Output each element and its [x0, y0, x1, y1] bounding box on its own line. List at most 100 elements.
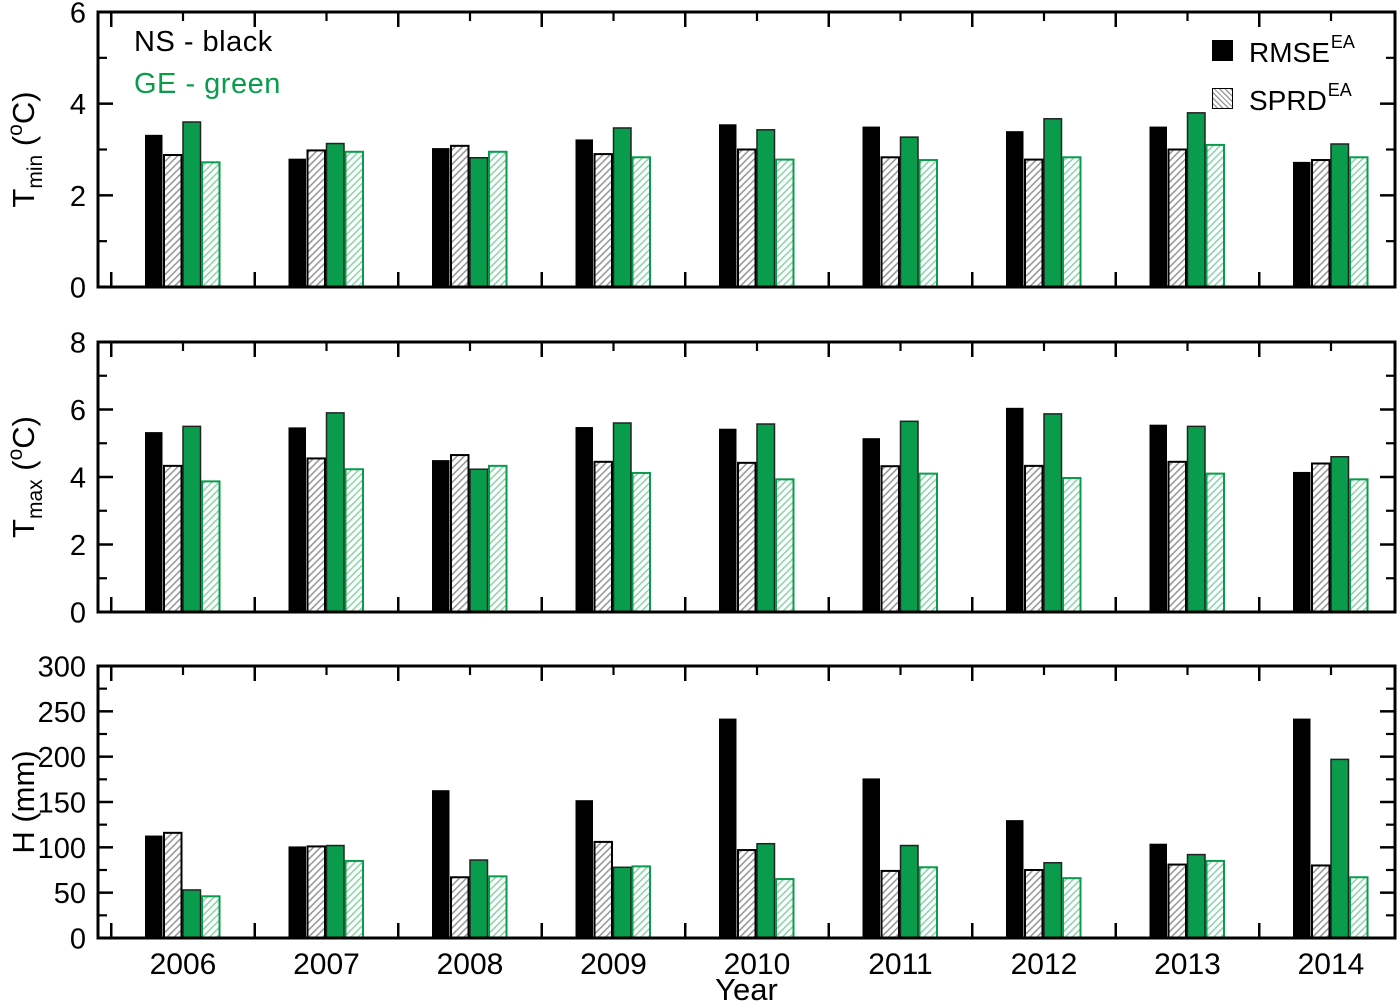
bar-ge-hatch-2012: [1062, 877, 1082, 939]
bar-ns-hatch-2008: [450, 454, 470, 613]
bar-ns-hatch-2011: [880, 869, 900, 940]
bar-ns-hatch-2013: [1167, 148, 1187, 288]
bar-ns-hatch-2009: [593, 153, 613, 288]
bar-ge-hatch-2014: [1349, 156, 1369, 288]
y-tick-label: 250: [38, 697, 86, 729]
bar-ns-solid-2007: [288, 846, 306, 938]
x-tick-label: 2012: [1011, 948, 1078, 981]
panel-Tmax: 0 2 4 6 8 Tmax (oC): [4, 327, 1397, 629]
bar-ns-hatch-2014: [1311, 462, 1331, 613]
bar-ns-hatch-2010: [737, 849, 757, 940]
bar-ns-solid-2007: [288, 427, 306, 612]
x-tick-label: 2014: [1298, 948, 1365, 981]
rmse-swatch-icon: [1212, 39, 1233, 61]
panel-Tmin: 0 2 4 6 Tmin (oC): [4, 0, 1397, 304]
panel-frame: [96, 340, 1397, 614]
bar-ns-hatch-2010: [737, 461, 757, 614]
x-tick-label: 2007: [293, 948, 360, 981]
bar-ge-hatch-2011: [918, 866, 938, 940]
bar-ge-solid-2011: [899, 420, 919, 613]
bar-ns-hatch-2011: [880, 156, 900, 288]
bar-ge-solid-2010: [756, 842, 776, 939]
y-tick-label: 2: [70, 181, 86, 213]
bar-ge-hatch-2014: [1349, 478, 1369, 613]
legend-label-rmse-sup: EA: [1330, 32, 1355, 52]
y-tick-label: 2: [70, 530, 86, 562]
y-tick-label: 6: [70, 395, 86, 427]
bar-ge-hatch-2010: [775, 878, 795, 939]
bar-ge-hatch-2006: [201, 895, 221, 939]
y-axis-title: H (mm): [6, 750, 41, 853]
bar-ge-hatch-2007: [344, 468, 364, 613]
panel-frame: [96, 10, 1397, 289]
y-tick-label: 6: [70, 0, 86, 29]
bar-ns-hatch-2007: [306, 457, 326, 613]
bar-ns-hatch-2013: [1167, 863, 1187, 939]
legend-entry-sprd: SPRDEA: [1212, 81, 1355, 115]
panel-H: 0 50 100 150 200 250 300 H (mm) 2006 2007 2008 2009…: [6, 651, 1397, 981]
y-tick-label: 200: [38, 742, 86, 774]
bar-ns-solid-2013: [1149, 126, 1167, 287]
y-tick-label: 0: [70, 272, 86, 304]
bar-ns-solid-2014: [1293, 718, 1311, 938]
bar-ge-solid-2013: [1186, 425, 1206, 613]
bar-ns-solid-2006: [145, 835, 163, 938]
bar-ge-hatch-2008: [488, 150, 508, 288]
bar-ns-hatch-2007: [306, 149, 326, 288]
y-tick-label: 50: [54, 878, 86, 910]
legend-label-rmse-text: RMSE: [1249, 37, 1330, 68]
y-tick-label: 8: [70, 327, 86, 359]
bar-ge-solid-2011: [899, 136, 919, 288]
bar-ns-solid-2008: [432, 790, 450, 938]
bar-ge-solid-2009: [612, 127, 632, 288]
annotation-ge-green: GE - green: [134, 68, 281, 100]
bar-ns-solid-2010: [719, 124, 737, 288]
bar-ns-solid-2010: [719, 428, 737, 612]
bar-ge-hatch-2013: [1205, 472, 1225, 613]
legend: RMSEEA SPRDEA: [1212, 33, 1355, 115]
bar-ge-solid-2007: [325, 142, 345, 288]
bar-ns-hatch-2014: [1311, 864, 1331, 940]
bar-ns-solid-2012: [1006, 407, 1024, 612]
bar-ge-solid-2012: [1043, 861, 1063, 939]
bar-ge-solid-2008: [469, 468, 489, 613]
bar-ns-solid-2013: [1149, 843, 1167, 938]
bar-ge-solid-2007: [325, 412, 345, 613]
bar-ns-hatch-2010: [737, 148, 757, 288]
bar-ns-solid-2008: [432, 148, 450, 287]
y-axis-title: Tmin (oC): [4, 91, 47, 207]
x-tick-label: 2009: [580, 948, 647, 981]
bar-ge-hatch-2009: [631, 156, 651, 288]
panel-frame: [96, 664, 1397, 940]
bar-ns-solid-2006: [145, 134, 163, 287]
bar-ge-hatch-2008: [488, 875, 508, 940]
bar-ge-solid-2006: [182, 121, 202, 288]
bar-ge-hatch-2007: [344, 859, 364, 940]
bar-ns-solid-2014: [1293, 471, 1311, 612]
bar-ns-solid-2011: [862, 438, 880, 612]
bar-ge-hatch-2008: [488, 464, 508, 613]
bar-ge-hatch-2006: [201, 480, 221, 614]
bar-ns-hatch-2008: [450, 876, 470, 940]
bar-ge-solid-2014: [1330, 456, 1350, 613]
bar-ge-hatch-2010: [775, 158, 795, 288]
bar-ns-solid-2012: [1006, 131, 1024, 287]
legend-label-sprd-sup: EA: [1327, 80, 1352, 100]
legend-entry-rmse: RMSEEA: [1212, 33, 1355, 67]
legend-label-sprd-text: SPRD: [1249, 85, 1327, 116]
x-tick-label: 2008: [437, 948, 504, 981]
bar-ge-hatch-2011: [918, 159, 938, 289]
bar-ns-solid-2006: [145, 432, 163, 612]
bar-ns-hatch-2009: [593, 460, 613, 613]
annotation-ns-black: NS - black: [134, 26, 273, 58]
bar-ge-solid-2011: [899, 844, 919, 939]
bar-ge-solid-2009: [612, 422, 632, 613]
x-tick-label: 2011: [868, 948, 933, 981]
y-tick-label: 0: [70, 923, 86, 955]
bar-ns-hatch-2007: [306, 845, 326, 940]
bar-ns-hatch-2012: [1024, 464, 1044, 613]
bar-ns-hatch-2006: [163, 464, 183, 613]
bar-ge-solid-2012: [1043, 413, 1063, 613]
